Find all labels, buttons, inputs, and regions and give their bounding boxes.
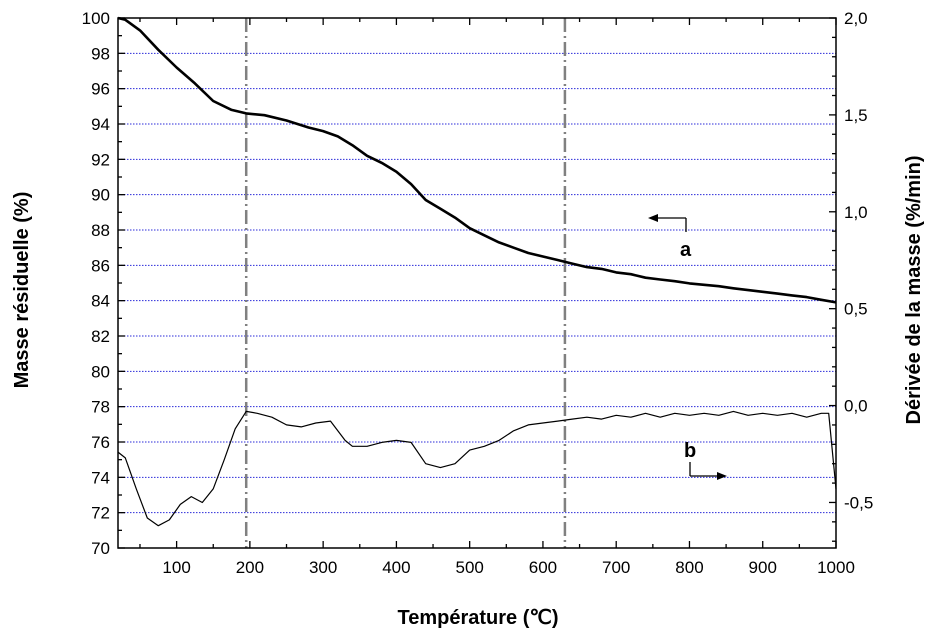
x-tick-label: 900 <box>749 558 777 577</box>
y-tick-label: 82 <box>91 327 110 346</box>
y-tick-label: 90 <box>91 186 110 205</box>
series-layer <box>117 16 837 527</box>
y2-tick-label: 1,0 <box>844 203 868 222</box>
y-tick-label: 92 <box>91 150 110 169</box>
series-line-a <box>117 16 837 304</box>
annotation-layer: ab <box>648 214 727 480</box>
x-tick-label: 600 <box>529 558 557 577</box>
annotation-a-arrowhead <box>648 214 658 222</box>
plot-frame <box>117 17 837 549</box>
y-tick-label: 84 <box>91 292 110 311</box>
series-line-b <box>117 410 837 527</box>
y-tick-label: 80 <box>91 362 110 381</box>
x-tick-label: 1000 <box>817 558 855 577</box>
y-tick-label: 72 <box>91 504 110 523</box>
x-tick-label: 500 <box>455 558 483 577</box>
y2-tick-label: 0,0 <box>844 397 868 416</box>
y-tick-label: 86 <box>91 256 110 275</box>
y-tick-label: 88 <box>91 221 110 240</box>
y-tick-label: 98 <box>91 44 110 63</box>
tick-layer: 100 200 300 400 500 600 700 800 900 1000 70 72 74 76 7… <box>82 9 874 577</box>
x-tick-label: 700 <box>602 558 630 577</box>
x-tick-label: 800 <box>675 558 703 577</box>
y2-tick-label: 0,5 <box>844 300 868 319</box>
annotation-a-label: a <box>680 239 692 261</box>
y2-tick-label: -0,5 <box>844 493 873 512</box>
y2-axis-title: Dérivée de la masse (%/min) <box>903 155 925 424</box>
y-tick-label: 96 <box>91 80 110 99</box>
reference-lines <box>244 18 567 548</box>
y2-tick-label: 2,0 <box>844 9 868 28</box>
y-tick-label: 70 <box>91 539 110 558</box>
plot-frame-rect <box>117 17 837 549</box>
x-tick-label: 300 <box>309 558 337 577</box>
y-tick-label: 78 <box>91 398 110 417</box>
annotation-b-arrowhead <box>717 472 727 480</box>
y2-tick-label: 1,5 <box>844 106 868 125</box>
y-tick-label: 94 <box>91 115 110 134</box>
annotation-b-label: b <box>684 440 696 462</box>
x-tick-label: 200 <box>236 558 264 577</box>
y-tick-label: 74 <box>91 468 110 487</box>
y-tick-label: 100 <box>82 9 110 28</box>
y-axis-title: Masse résiduelle (%) <box>11 192 33 389</box>
x-tick-label: 400 <box>382 558 410 577</box>
y-tick-label: 76 <box>91 433 110 452</box>
x-tick-label: 100 <box>162 558 190 577</box>
x-axis-title: Température (℃) <box>397 607 558 629</box>
grid-layer <box>118 52 836 514</box>
